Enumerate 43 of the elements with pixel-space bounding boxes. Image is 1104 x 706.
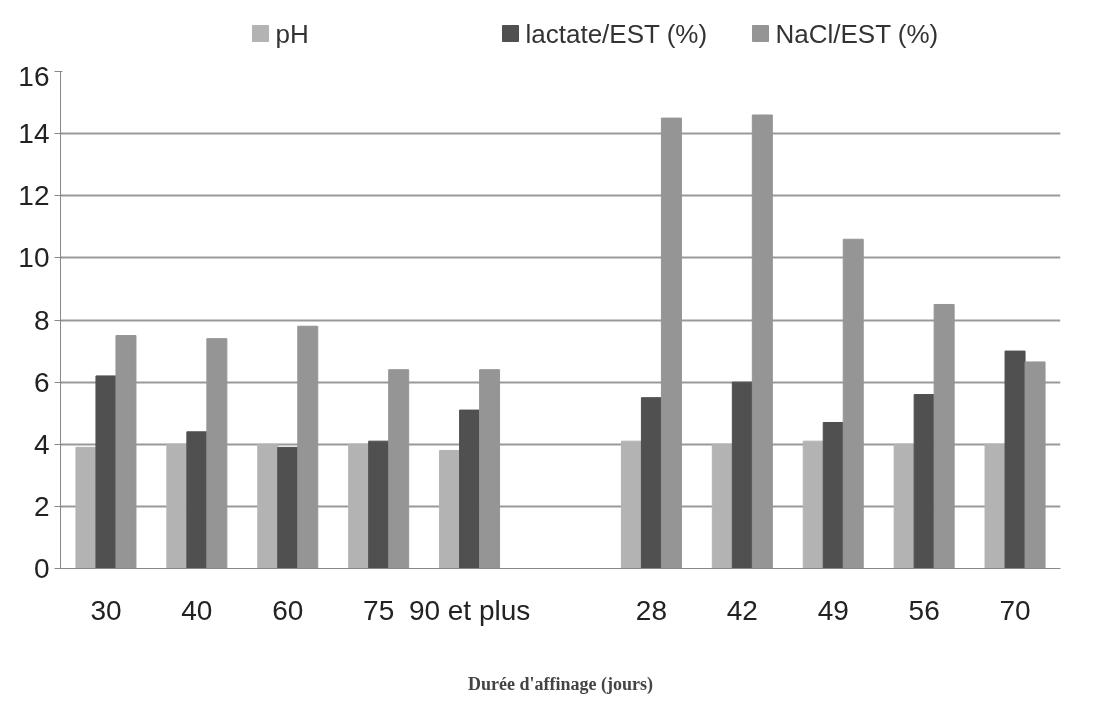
y-tick-label: 8 xyxy=(33,304,50,336)
bar xyxy=(711,443,733,569)
y-tick-label: 16 xyxy=(18,60,50,92)
x-tick-label: 28 xyxy=(635,594,667,626)
bar xyxy=(186,431,208,569)
bar xyxy=(913,394,935,569)
x-tick-label: 30 xyxy=(90,594,122,626)
bar xyxy=(620,440,642,569)
bar xyxy=(984,443,1006,569)
bar xyxy=(257,443,279,569)
bar xyxy=(166,443,188,569)
x-tick-label: 90 et plus xyxy=(408,594,531,626)
y-tick-label: 10 xyxy=(18,242,50,274)
y-tick-label: 12 xyxy=(18,180,50,212)
bar xyxy=(640,397,662,569)
x-tick-label: 40 xyxy=(181,594,213,626)
bar xyxy=(731,381,753,569)
bar xyxy=(822,422,844,569)
y-tick-label: 14 xyxy=(18,118,50,150)
legend-label: lactate/EST (%) xyxy=(525,18,708,49)
bar xyxy=(1004,350,1026,569)
x-axis-title: Durée d'affinage (jours) xyxy=(468,673,653,695)
bar xyxy=(439,449,461,569)
y-tick-label: 0 xyxy=(33,553,50,584)
x-tick-label: 70 xyxy=(999,594,1031,626)
bar xyxy=(368,440,390,569)
bar xyxy=(893,443,915,569)
x-tick-label: 75 xyxy=(363,594,395,626)
x-tick-label: 56 xyxy=(908,594,940,626)
x-tick-label: 42 xyxy=(726,594,758,626)
bar xyxy=(277,446,299,569)
bar xyxy=(802,440,824,569)
legend-label: NaCl/EST (%) xyxy=(775,18,939,49)
bar xyxy=(75,446,97,569)
legend-label: pH xyxy=(275,18,309,49)
y-tick-label: 4 xyxy=(33,428,50,460)
y-tick-label: 2 xyxy=(33,490,50,522)
x-tick-label: 60 xyxy=(272,594,304,626)
bar xyxy=(95,375,117,569)
x-tick-label: 49 xyxy=(817,594,849,626)
bar xyxy=(459,409,481,569)
y-tick-label: 6 xyxy=(33,366,50,398)
bar xyxy=(348,443,370,569)
